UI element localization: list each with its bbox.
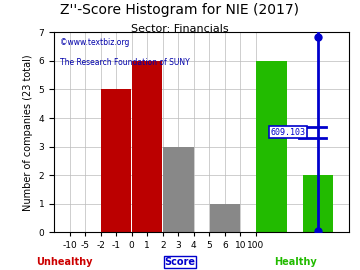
Bar bbox=[210, 204, 240, 232]
Text: The Research Foundation of SUNY: The Research Foundation of SUNY bbox=[60, 58, 190, 68]
Text: Score: Score bbox=[165, 257, 195, 267]
Bar bbox=[303, 175, 333, 232]
Text: Sector: Financials: Sector: Financials bbox=[131, 24, 229, 34]
Text: ©www.textbiz.org: ©www.textbiz.org bbox=[60, 38, 129, 48]
Text: Z''-Score Histogram for NIE (2017): Z''-Score Histogram for NIE (2017) bbox=[60, 3, 300, 17]
Bar bbox=[163, 147, 194, 232]
Y-axis label: Number of companies (23 total): Number of companies (23 total) bbox=[23, 54, 33, 211]
Text: 609.103: 609.103 bbox=[271, 128, 306, 137]
Bar bbox=[101, 89, 131, 232]
Bar bbox=[132, 61, 162, 232]
Bar bbox=[256, 61, 287, 232]
Text: Unhealthy: Unhealthy bbox=[37, 257, 93, 267]
Text: Healthy: Healthy bbox=[274, 257, 316, 267]
